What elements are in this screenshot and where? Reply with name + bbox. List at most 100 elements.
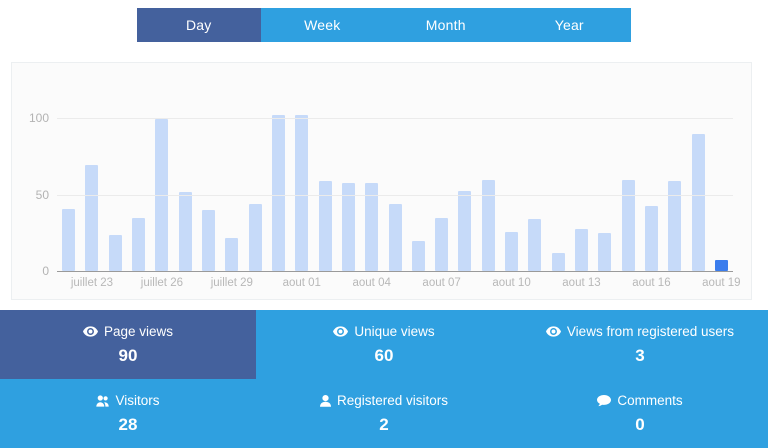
bar-slot <box>104 104 127 271</box>
chart-bar[interactable] <box>388 204 402 271</box>
stat-label-text: Comments <box>617 392 683 408</box>
stat-label-text: Registered visitors <box>336 392 448 408</box>
comment-icon <box>597 394 612 407</box>
chart-bar[interactable] <box>365 182 379 271</box>
bar-slot <box>617 104 640 271</box>
x-axis-tick-label: aout 13 <box>562 277 601 289</box>
stat-value: 3 <box>635 346 645 366</box>
stat-tile-page-views[interactable]: Page views 90 <box>0 310 256 379</box>
bar-slot <box>150 104 173 271</box>
bar-slot <box>174 104 197 271</box>
chart-bar[interactable] <box>458 190 472 271</box>
bar-slot <box>337 104 360 271</box>
stat-label-row: Views from registered users <box>545 323 734 339</box>
stat-label-row: Unique views <box>333 323 435 339</box>
stat-value: 90 <box>118 346 138 366</box>
period-tab-year[interactable]: Year <box>507 8 631 42</box>
x-axis-tick-label: juillet 26 <box>140 277 183 289</box>
bar-slot <box>383 104 406 271</box>
users-icon <box>96 394 110 407</box>
period-tab-day[interactable]: Day <box>137 8 261 42</box>
stat-tile-visitors[interactable]: Visitors 28 <box>0 379 256 448</box>
user-icon <box>319 394 331 407</box>
bar-slot <box>430 104 453 271</box>
bar-slot <box>220 104 243 271</box>
bar-slot <box>360 104 383 271</box>
bar-slot <box>453 104 476 271</box>
stat-value: 0 <box>635 415 645 435</box>
eye-icon <box>333 326 349 337</box>
chart-bar[interactable] <box>714 260 728 271</box>
stat-value: 28 <box>118 415 138 435</box>
chart-bar[interactable] <box>505 231 519 271</box>
chart-bar[interactable] <box>108 234 122 271</box>
bar-slot <box>547 104 570 271</box>
chart-bar[interactable] <box>691 134 705 271</box>
bar-slot <box>267 104 290 271</box>
bar-slot <box>593 104 616 271</box>
chart-plot-area: 0 50 100 <box>29 104 733 278</box>
bar-slot <box>523 104 546 271</box>
bar-slot <box>500 104 523 271</box>
chart-bar[interactable] <box>295 114 309 271</box>
x-axis-tick-label: aout 10 <box>492 277 531 289</box>
stat-value: 60 <box>374 346 394 366</box>
chart-bar[interactable] <box>481 179 495 271</box>
period-tab-bar: Day Week Month Year <box>137 8 631 42</box>
stat-label-text: Views from registered users <box>566 323 734 339</box>
chart-bar[interactable] <box>668 181 682 271</box>
bar-slot <box>197 104 220 271</box>
bar-slot <box>663 104 686 271</box>
bar-series <box>57 104 733 271</box>
statistics-chart-card: 0 50 100 juillet 23 juillet 26 juillet 29 aou… <box>11 62 752 300</box>
stat-tile-unique-views[interactable]: Unique views 60 <box>255 310 512 379</box>
period-tab-week[interactable]: Week <box>260 8 384 42</box>
bar-slot <box>570 104 593 271</box>
stat-label-row: Visitors <box>96 392 160 408</box>
bar-slot <box>686 104 709 271</box>
stat-label-text: Visitors <box>115 392 160 408</box>
chart-bar[interactable] <box>435 217 449 271</box>
chart-bar[interactable] <box>341 182 355 271</box>
chart-bar[interactable] <box>225 237 239 271</box>
x-axis-tick-labels: juillet 23 juillet 26 juillet 29 aout 01 aou… <box>57 277 741 293</box>
stat-tile-views-from-registered-users[interactable]: Views from registered users 3 <box>511 310 768 379</box>
bar-slot <box>477 104 500 271</box>
chart-bar[interactable] <box>411 240 425 271</box>
chart-bar[interactable] <box>132 217 146 271</box>
chart-bar[interactable] <box>644 205 658 271</box>
chart-bar[interactable] <box>85 164 99 271</box>
x-axis-tick-label: juillet 23 <box>70 277 114 289</box>
x-axis-tick-label: aout 01 <box>282 277 321 289</box>
gridline-100: 100 <box>29 111 733 125</box>
x-axis-tick-label: aout 16 <box>632 277 671 289</box>
chart-bar[interactable] <box>528 219 542 271</box>
chart-bar[interactable] <box>248 204 262 271</box>
gridline-0: 0 <box>42 264 733 278</box>
eye-icon <box>545 326 561 337</box>
stat-tile-registered-visitors[interactable]: Registered visitors 2 <box>255 379 512 448</box>
chart-bar[interactable] <box>598 233 612 271</box>
stats-tile-grid: Page views 90 Unique views 60 Views from reg… <box>0 310 768 448</box>
chart-bar[interactable] <box>178 192 192 271</box>
x-axis-tick-label: aout 07 <box>422 277 461 289</box>
bar-slot <box>57 104 80 271</box>
bar-slot <box>407 104 430 271</box>
chart-bar[interactable] <box>62 208 76 271</box>
chart-bar[interactable] <box>621 179 635 271</box>
chart-bar[interactable] <box>575 228 589 271</box>
x-axis-line <box>57 271 733 272</box>
chart-bar[interactable] <box>551 252 565 271</box>
bar-slot <box>640 104 663 271</box>
stat-label-text: Unique views <box>354 323 435 339</box>
gridline-50: 50 <box>36 188 733 202</box>
stat-label-row: Registered visitors <box>319 392 448 408</box>
y-axis-tick-label: 50 <box>35 187 49 202</box>
stat-tile-comments[interactable]: Comments 0 <box>511 379 768 448</box>
x-axis-tick-label: aout 19 <box>702 277 741 289</box>
chart-bar[interactable] <box>202 210 216 271</box>
chart-bar[interactable] <box>271 114 285 271</box>
chart-bar[interactable] <box>318 181 332 271</box>
stat-label-text: Page views <box>103 323 174 339</box>
period-tab-month[interactable]: Month <box>384 8 508 42</box>
